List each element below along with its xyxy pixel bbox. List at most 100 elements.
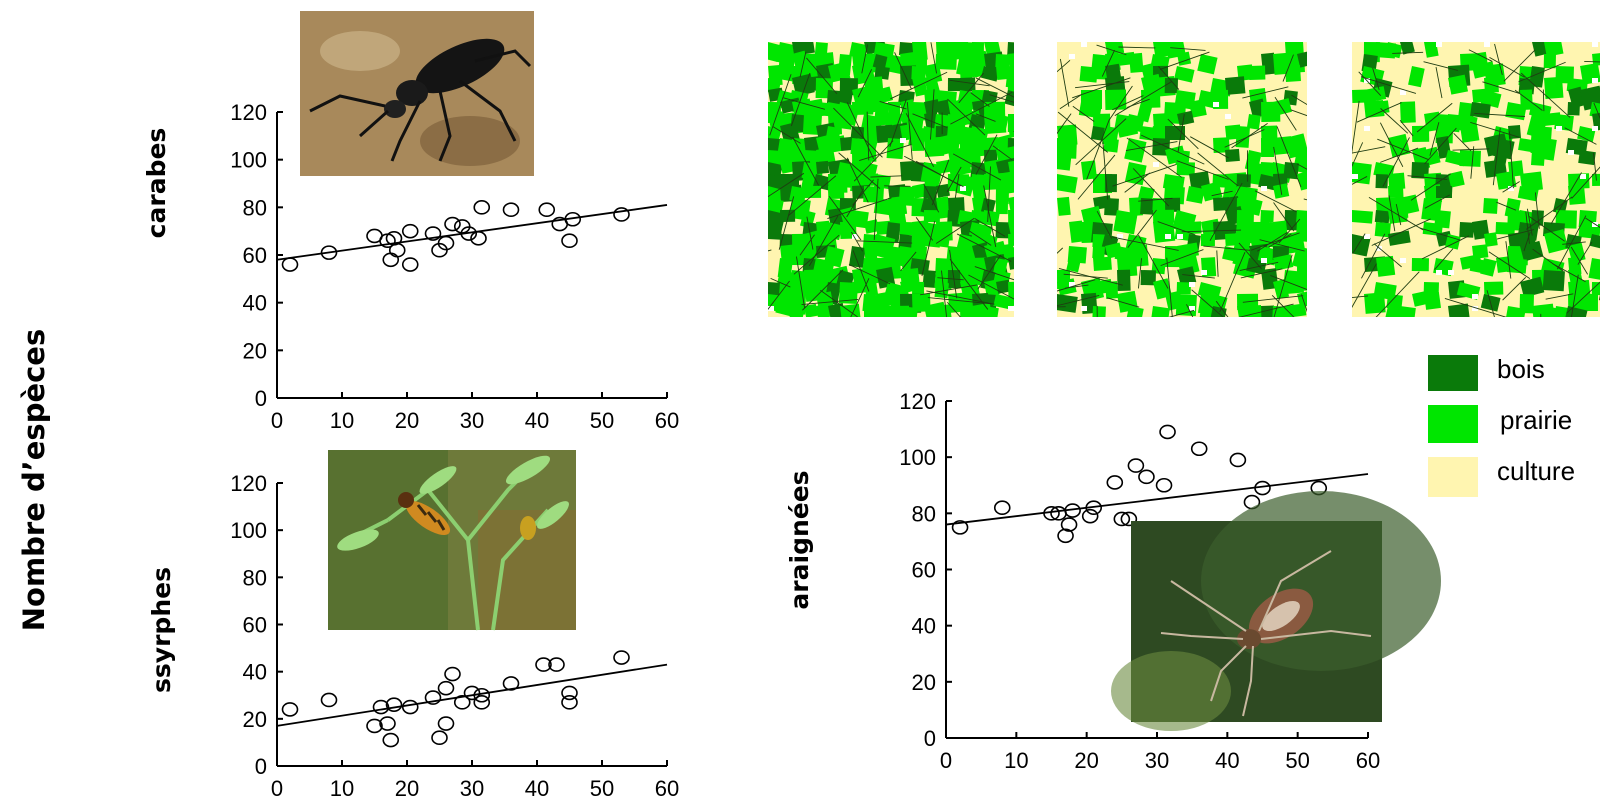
map-patch	[972, 184, 986, 199]
map-patch	[1364, 234, 1370, 239]
data-point	[561, 233, 578, 248]
map-patch	[1225, 76, 1246, 95]
map-boundary	[1468, 49, 1493, 62]
map-boundary	[1494, 43, 1503, 76]
data-point	[281, 702, 299, 717]
map-boundary	[1290, 109, 1307, 117]
legend-swatch-culture	[1428, 457, 1478, 497]
map-patch	[912, 137, 925, 151]
map-boundary	[1470, 121, 1520, 138]
map-patch	[1374, 210, 1390, 224]
map-patch	[1261, 305, 1275, 317]
map-boundary	[1470, 146, 1475, 179]
map-boundary	[790, 72, 811, 127]
ground-beetle-photo	[300, 11, 534, 176]
data-point	[437, 716, 455, 731]
map-patch	[1400, 42, 1415, 55]
map-patch	[1126, 306, 1144, 317]
map-boundary	[1138, 197, 1173, 202]
map-boundary	[793, 234, 840, 275]
map-patch	[1199, 306, 1216, 317]
map-boundary	[1356, 102, 1402, 123]
x-tick-label: 10	[330, 776, 354, 801]
map-patch	[1483, 198, 1498, 214]
map-patch	[1008, 306, 1014, 311]
x-tick-label: 0	[271, 776, 283, 801]
map-boundary	[1101, 49, 1116, 77]
map-patch	[1177, 266, 1197, 286]
data-point	[535, 657, 552, 672]
map-patch	[995, 198, 1008, 215]
map-boundary	[1238, 303, 1294, 317]
map-patch	[1213, 137, 1230, 153]
map-patch	[1285, 280, 1304, 294]
map-boundary	[1167, 118, 1199, 150]
map-boundary	[1102, 141, 1109, 200]
map-boundary	[974, 266, 1014, 281]
map-boundary	[1159, 51, 1210, 70]
map-patch	[1592, 51, 1600, 66]
map-boundary	[1424, 194, 1451, 209]
map-patch	[1164, 78, 1178, 94]
map-boundary	[1215, 300, 1229, 317]
map-patch	[1222, 222, 1238, 237]
map-boundary	[1486, 290, 1495, 317]
map-boundary	[989, 94, 1014, 103]
map-patch	[1150, 306, 1170, 317]
data-point	[1060, 517, 1078, 532]
map-boundary	[927, 297, 992, 305]
map-boundary	[1435, 66, 1443, 99]
map-boundary	[1380, 108, 1409, 134]
x-tick-label: 0	[271, 408, 283, 433]
map-boundary	[768, 172, 805, 198]
map-boundary	[931, 159, 950, 206]
map-patch	[1177, 51, 1192, 66]
map-boundary	[1410, 173, 1452, 201]
map-boundary	[1296, 163, 1307, 170]
map-boundary	[1291, 94, 1307, 106]
data-point	[437, 235, 455, 251]
map-patch	[1177, 234, 1183, 239]
data-point	[1138, 469, 1155, 485]
x-tick-label: 60	[655, 776, 679, 801]
data-point	[463, 685, 481, 701]
map-boundary	[1509, 131, 1514, 189]
map-boundary	[1424, 127, 1457, 165]
x-tick-label: 0	[940, 748, 952, 773]
map-patch	[1397, 306, 1416, 317]
data-point	[320, 245, 338, 260]
map-boundary	[1552, 263, 1586, 283]
data-point	[444, 666, 461, 682]
map-boundary	[1276, 126, 1302, 188]
map-boundary	[905, 113, 935, 168]
map-boundary	[1492, 128, 1501, 186]
map-patch	[1388, 133, 1411, 158]
x-tick-label: 40	[525, 408, 549, 433]
map-boundary	[1138, 234, 1169, 289]
map-boundary	[833, 107, 883, 158]
araignees-chart: 0 10 20 30 40 50 60 0 20 40 60 80 100 120 araignées	[785, 389, 1380, 773]
map-boundary	[1274, 96, 1297, 131]
data-point	[382, 732, 400, 748]
map-patch	[1153, 162, 1159, 167]
map-patch	[1283, 270, 1299, 285]
map-patch	[1069, 220, 1085, 243]
map-boundary	[1065, 284, 1089, 289]
map-patch	[1189, 221, 1202, 234]
map-boundary	[1126, 137, 1183, 178]
map-boundary	[769, 74, 792, 136]
map-boundary	[846, 188, 865, 218]
legend-label-culture: culture	[1497, 456, 1575, 486]
y-tick-label: 60	[243, 243, 267, 268]
map-patch	[874, 66, 890, 80]
map-boundary	[768, 280, 790, 311]
map-boundary	[956, 233, 1012, 262]
map-patch	[1563, 306, 1588, 317]
map-boundary	[935, 217, 975, 244]
map-patch	[1165, 234, 1171, 239]
map-patch	[1424, 42, 1439, 58]
map-patch	[1297, 51, 1307, 68]
x-tick-label: 30	[460, 776, 484, 801]
data-point	[1159, 424, 1176, 440]
map-boundary	[1072, 77, 1131, 99]
